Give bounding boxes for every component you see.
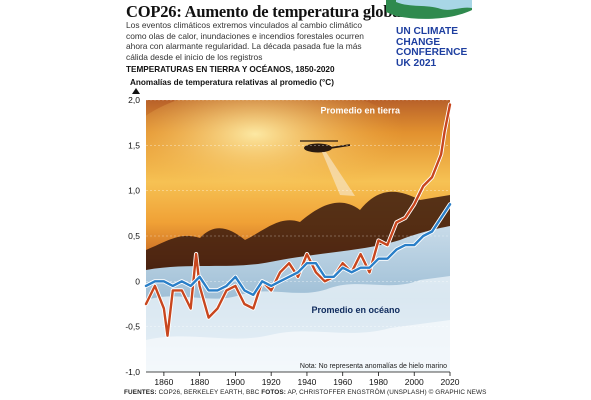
- y-axis-arrow-icon: [132, 88, 140, 94]
- y-tick-label: 0: [135, 276, 140, 286]
- helicopter-icon: [300, 140, 355, 196]
- intro-text: Los eventos climáticos extremos vinculad…: [126, 20, 364, 62]
- x-tick-label: 1960: [333, 377, 352, 387]
- page-title: COP26: Aumento de temperatura global: [126, 2, 405, 21]
- y-tick-label: 0,5: [128, 231, 140, 241]
- x-tick-label: 1900: [226, 377, 245, 387]
- logo-line: UK 2021: [396, 57, 437, 69]
- sources-line: FUENTES: COP26, BERKELEY EARTH, BBC FOTO…: [124, 389, 487, 396]
- x-tick-label: 1920: [262, 377, 281, 387]
- logo-line: CONFERENCE: [396, 47, 468, 59]
- x-tick-label: 1860: [154, 377, 173, 387]
- y-tick-label: -0,5: [125, 322, 140, 332]
- sources-text: COP26, BERKELEY EARTH, BBC: [158, 389, 260, 396]
- earth-image: [386, 0, 472, 19]
- y-tick-label: -1,0: [125, 367, 140, 377]
- chart-note: Nota: No representa anomalías de hielo m…: [300, 363, 447, 370]
- y-tick-label: 2,0: [128, 95, 140, 105]
- x-tick-label: 1880: [190, 377, 209, 387]
- land-average-line: [144, 103, 452, 337]
- y-axis-label: Anomalías de temperatura relativas al pr…: [130, 78, 334, 87]
- sources-label: FUENTES:: [124, 389, 157, 396]
- logo-line: CHANGE: [396, 36, 441, 48]
- y-tick-label: 1,0: [128, 186, 140, 196]
- ocean-average-line: [144, 203, 452, 297]
- x-axis: 1860 1880 1900 1920 1940 1960 1980 2000 2020: [146, 371, 460, 387]
- land-series-label: Promedio en tierra: [320, 106, 401, 116]
- y-tick-label: 1,5: [128, 140, 140, 150]
- x-tick-label: 2020: [441, 377, 460, 387]
- photos-text: AP, CHRISTOFFER ENGSTRÖM (UNSPLASH) © GR…: [287, 389, 487, 396]
- x-tick-label: 2000: [405, 377, 424, 387]
- y-axis: 2,0 1,5 1,0 0,5 0 -0,5 -1,0: [125, 95, 140, 377]
- photos-label: FOTOS:: [261, 389, 286, 396]
- chart-title: TEMPERATURAS EN TIERRA Y OCÉANOS, 1850-2…: [126, 65, 335, 74]
- x-tick-label: 1940: [297, 377, 316, 387]
- series-lines: [143, 102, 453, 338]
- conference-logo: UN CLIMATE CHANGE CONFERENCE UK 2021: [396, 26, 468, 69]
- ocean-series-label: Promedio en océano: [311, 305, 400, 315]
- x-tick-label: 1980: [369, 377, 388, 387]
- logo-line: UN CLIMATE: [396, 26, 459, 37]
- series-labels: Promedio en tierra Promedio en océano: [311, 106, 401, 315]
